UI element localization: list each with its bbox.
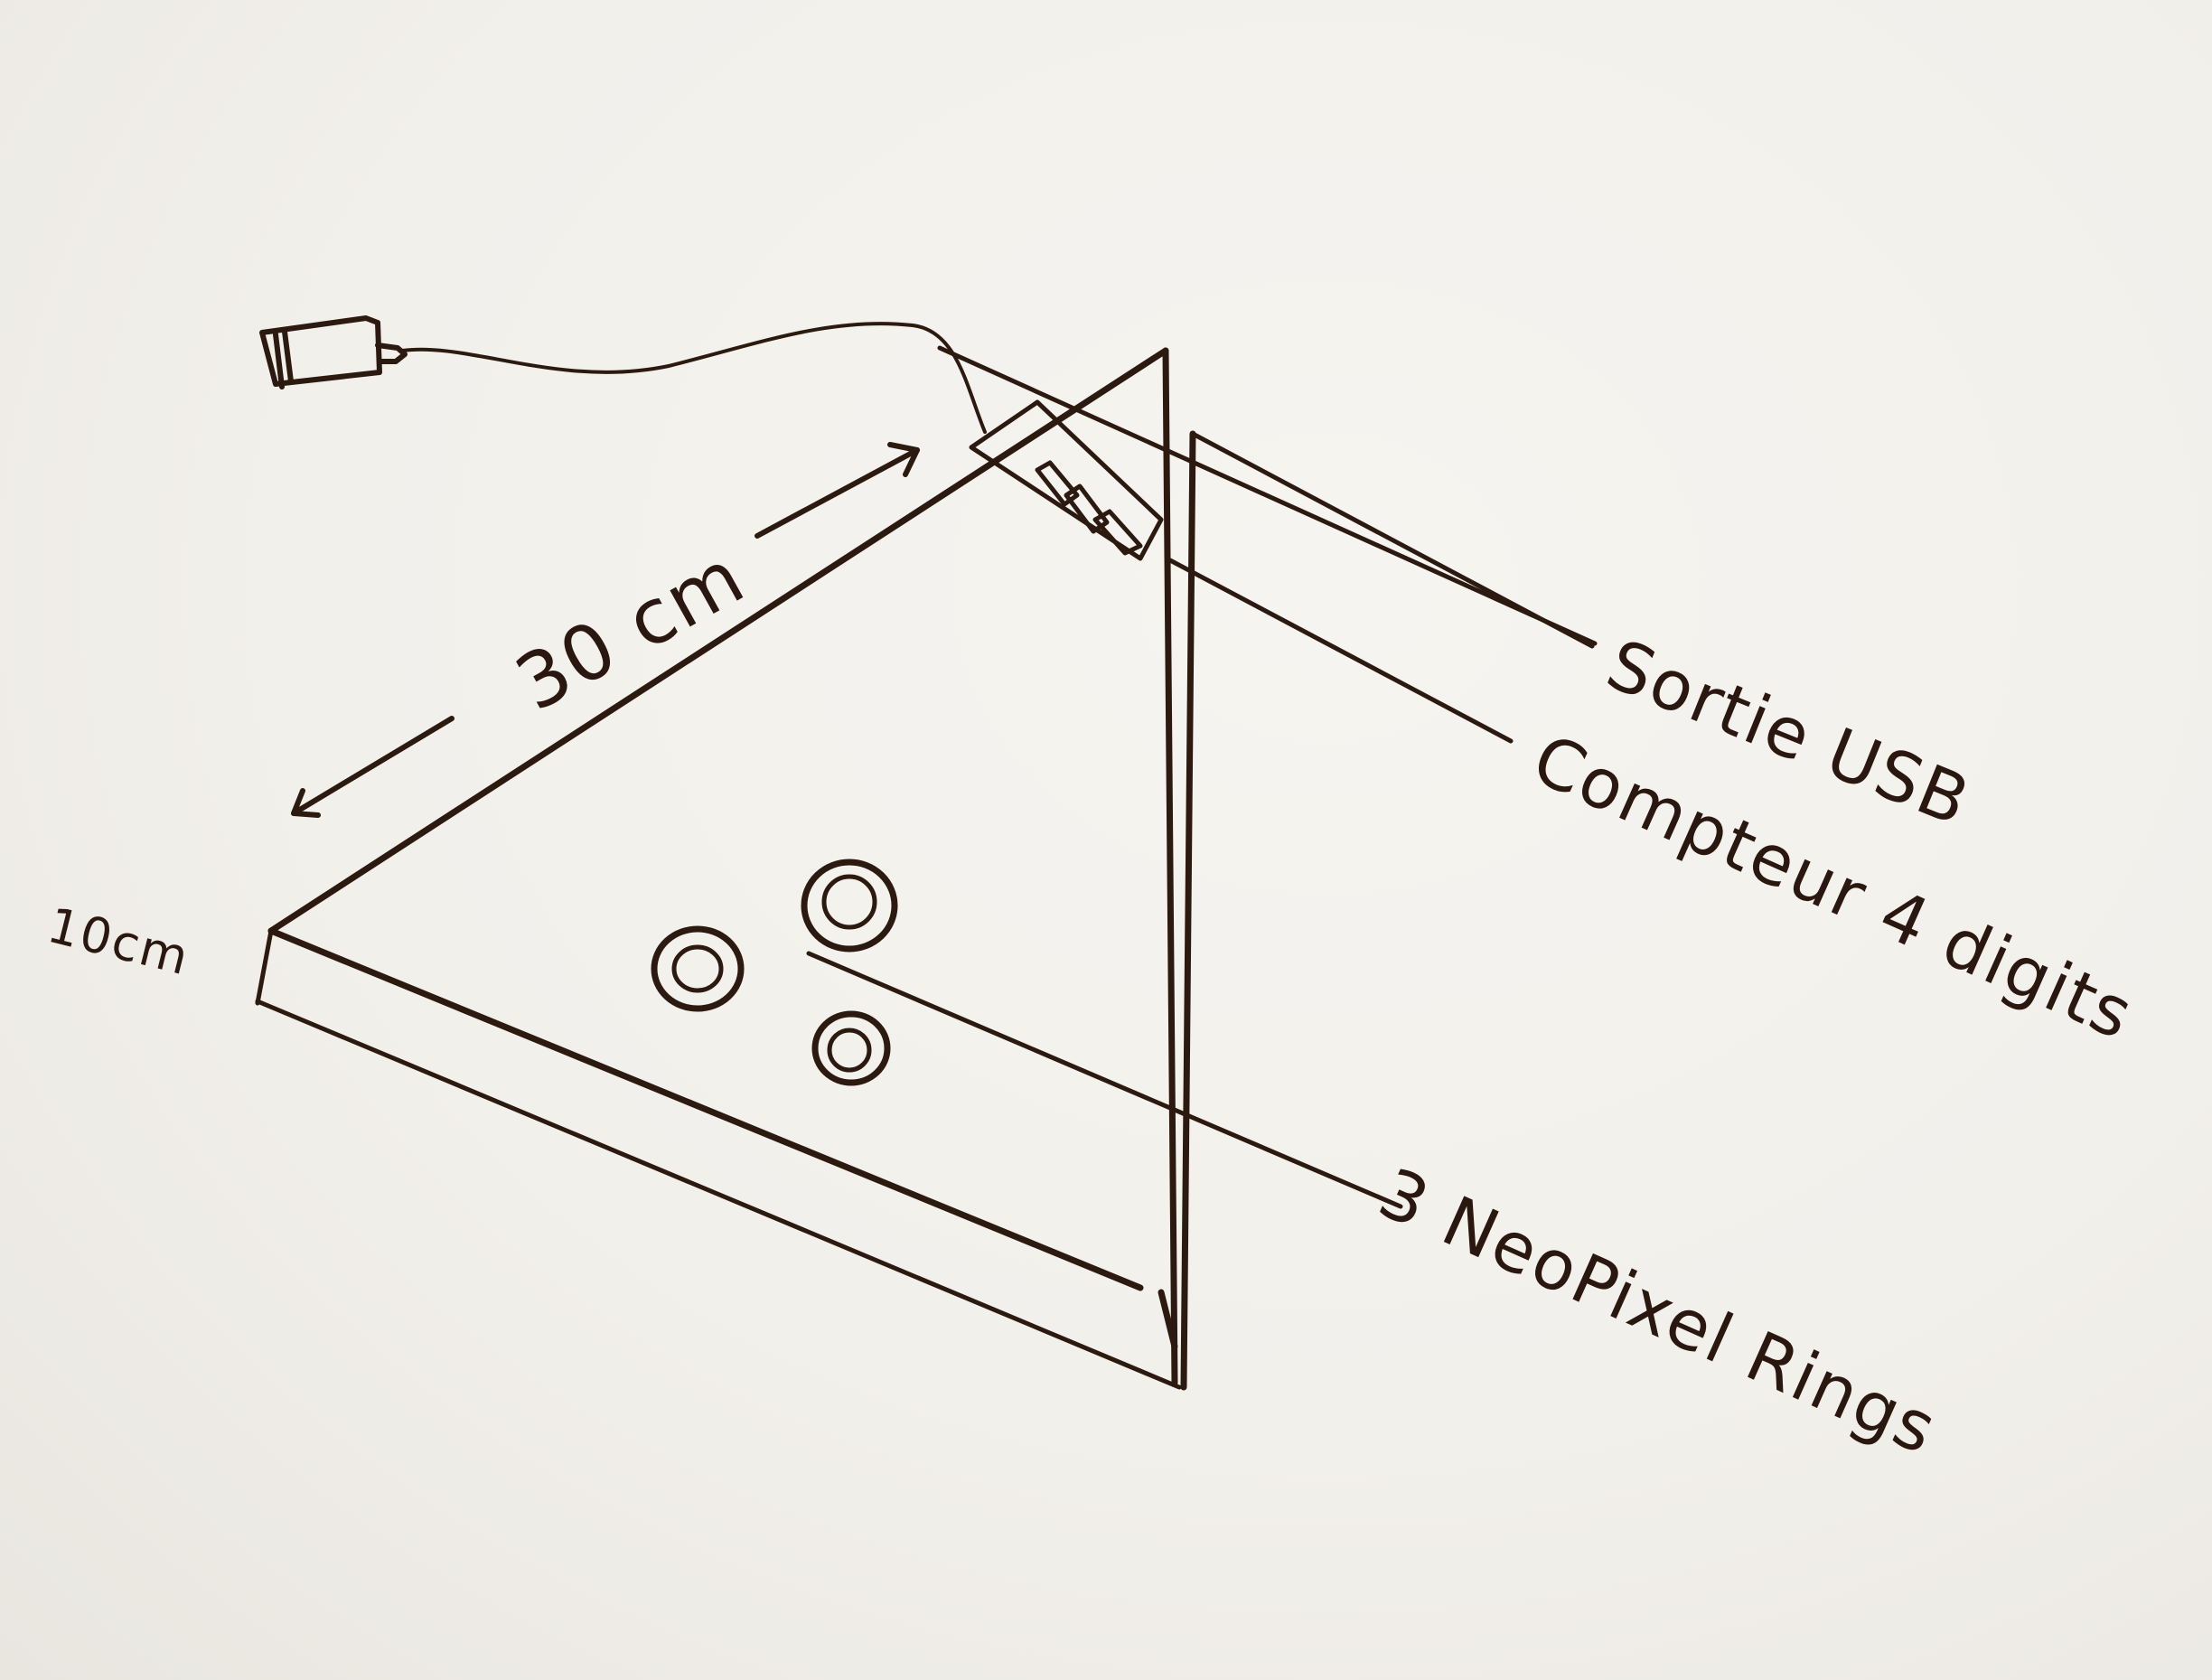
dimension-arrow-30cm	[291, 442, 920, 818]
triangular-enclosure	[267, 347, 1196, 1391]
usb-cable	[400, 322, 987, 434]
enclosure-back-edge	[937, 345, 1598, 646]
rings-leader-line	[806, 951, 1403, 1209]
counter-leader-line	[1167, 558, 1514, 744]
four-digit-counter-icon	[969, 399, 1164, 561]
usb-plug-icon	[259, 315, 408, 389]
usb-leader-line	[1190, 431, 1595, 649]
neopixel-ring-3	[811, 1010, 891, 1086]
neopixel-rings	[651, 859, 898, 1086]
neopixel-ring-1	[801, 859, 898, 953]
enclosure-thickness	[255, 928, 1182, 1390]
neopixel-ring-2	[651, 925, 745, 1012]
